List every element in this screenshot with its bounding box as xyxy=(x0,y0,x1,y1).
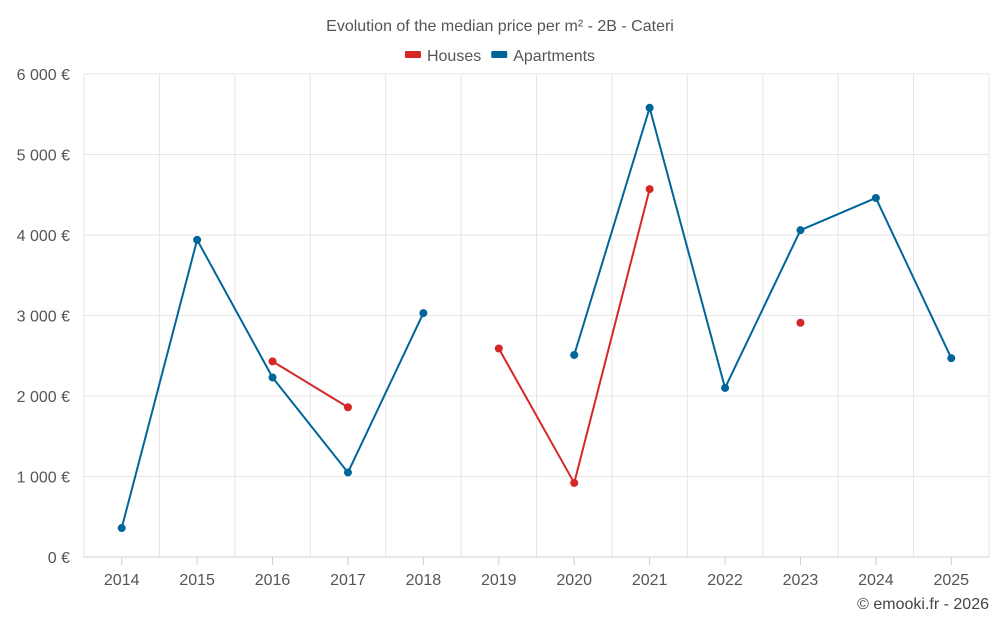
y-tick-label: 2 000 € xyxy=(17,389,70,406)
legend-label-houses: Houses xyxy=(427,48,481,65)
y-tick-label: 4 000 € xyxy=(17,228,70,245)
apartments-point[interactable] xyxy=(871,193,880,202)
x-tick-label: 2018 xyxy=(406,572,442,589)
houses-line xyxy=(272,360,349,409)
apartments-line xyxy=(120,238,425,529)
series-houses xyxy=(268,185,805,487)
chart-title: Evolution of the median price per m² - 2… xyxy=(326,18,674,35)
apartments-point[interactable] xyxy=(570,350,579,359)
houses-point[interactable] xyxy=(343,403,352,412)
houses-point[interactable] xyxy=(645,185,654,194)
series-apartments xyxy=(117,103,956,533)
houses-point[interactable] xyxy=(796,318,805,327)
legend-swatch-houses xyxy=(404,51,421,58)
y-tick-label: 6 000 € xyxy=(17,67,70,84)
x-tick-label: 2019 xyxy=(481,572,517,589)
x-tick-label: 2024 xyxy=(858,572,894,589)
legend-item-houses[interactable]: Houses xyxy=(404,48,481,65)
x-tick-label: 2017 xyxy=(330,572,366,589)
grid xyxy=(83,73,990,557)
apartments-point[interactable] xyxy=(721,383,730,392)
apartments-point[interactable] xyxy=(947,354,956,363)
legend: Houses Apartments xyxy=(404,48,595,65)
x-tick-label: 2023 xyxy=(783,572,819,589)
houses-line xyxy=(497,188,651,484)
apartments-point[interactable] xyxy=(117,524,126,533)
x-tick-label: 2016 xyxy=(255,572,291,589)
apartments-point[interactable] xyxy=(343,468,352,477)
legend-swatch-apartments xyxy=(491,51,508,58)
apartments-point[interactable] xyxy=(193,235,202,244)
x-tick-label: 2022 xyxy=(707,572,743,589)
x-tick-label: 2015 xyxy=(179,572,215,589)
y-tick-label: 1 000 € xyxy=(17,470,70,487)
x-tick-label: 2014 xyxy=(104,572,140,589)
y-tick-label: 0 € xyxy=(48,550,70,567)
x-tick-label: 2020 xyxy=(556,572,592,589)
x-tick-label: 2025 xyxy=(933,572,969,589)
houses-point[interactable] xyxy=(570,478,579,487)
apartments-point[interactable] xyxy=(419,309,428,318)
apartments-point[interactable] xyxy=(268,373,277,382)
houses-point[interactable] xyxy=(268,357,277,366)
y-tick-label: 3 000 € xyxy=(17,309,70,326)
y-tick-label: 5 000 € xyxy=(17,148,70,165)
houses-point[interactable] xyxy=(494,344,503,353)
apartments-line xyxy=(573,106,953,389)
x-axis: 2014 2015 2016 2017 2018 2019 2020 2021 2022 2023… xyxy=(84,556,989,589)
y-axis: 0 € 1 000 € 2 000 € 3 000 € 4 000 € 5 000 € 6 … xyxy=(17,67,70,567)
legend-label-apartments: Apartments xyxy=(513,48,595,65)
series-layer xyxy=(117,103,956,533)
legend-item-apartments[interactable]: Apartments xyxy=(491,48,595,65)
x-tick-label: 2021 xyxy=(632,572,668,589)
credit-text: © emooki.fr - 2026 xyxy=(857,596,989,613)
apartments-point[interactable] xyxy=(796,226,805,235)
apartments-point[interactable] xyxy=(645,103,654,112)
